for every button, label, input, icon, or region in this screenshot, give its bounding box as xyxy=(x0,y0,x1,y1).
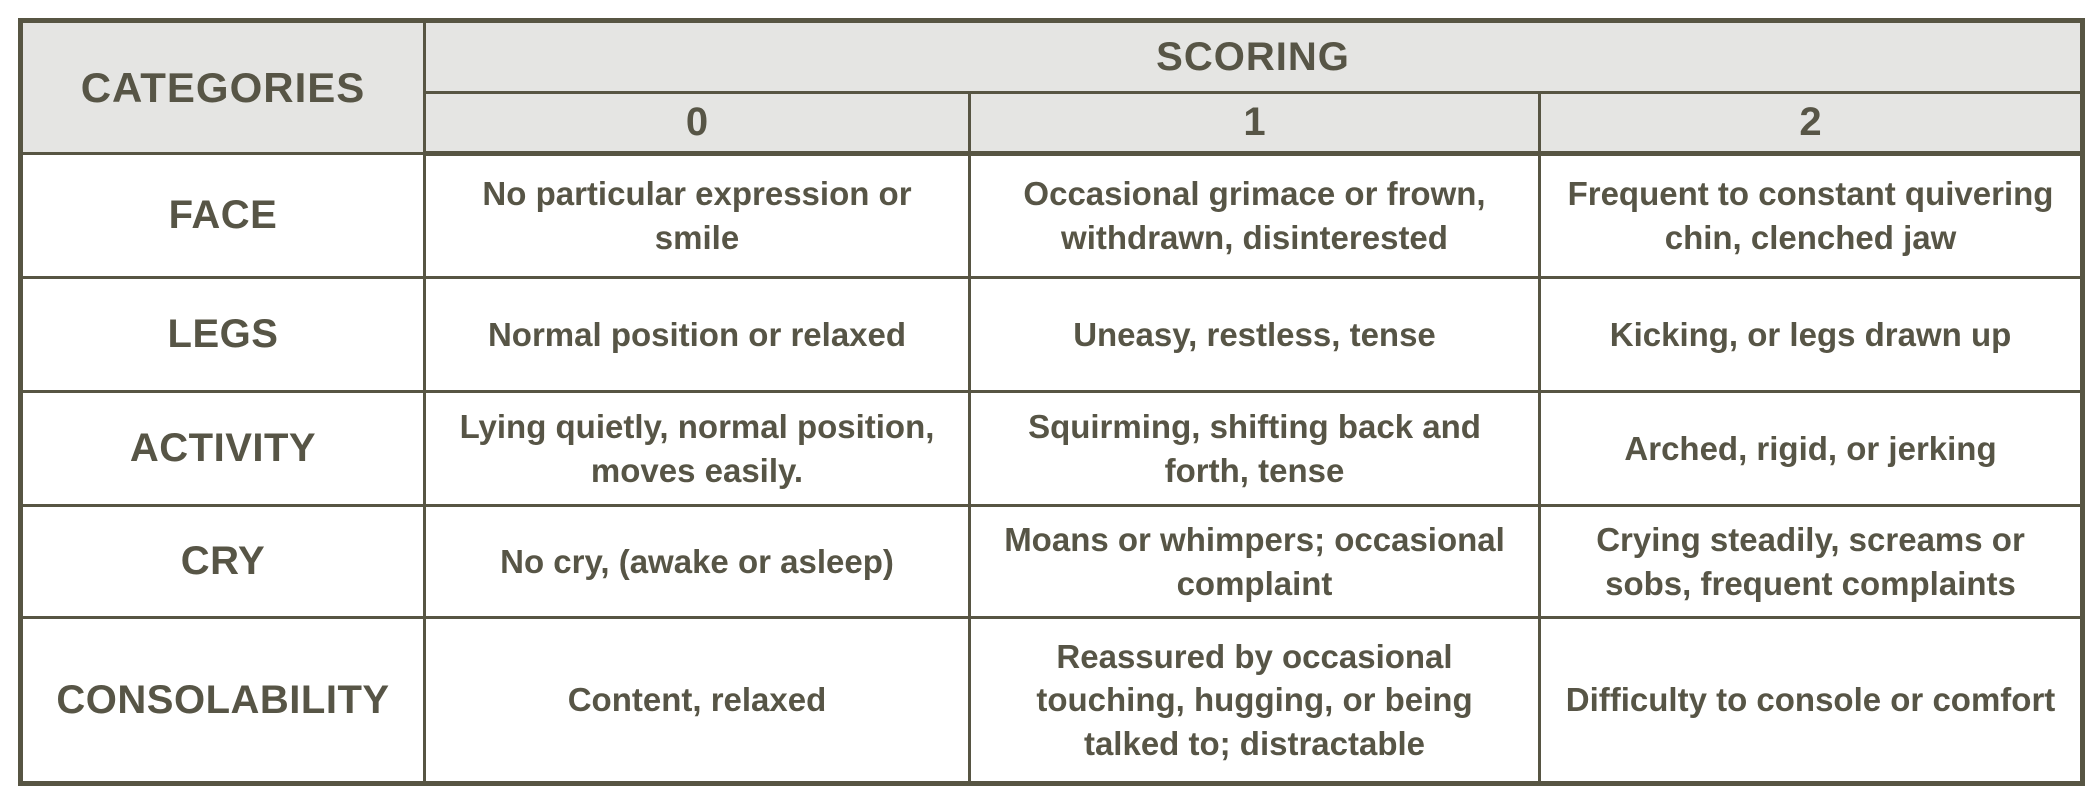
cry-score-1-cell: Moans or whimpers; occasional complaint xyxy=(968,504,1541,619)
face-score-0-cell: No particular expression or smile xyxy=(423,152,971,279)
table-row-face: FACE No particular expression or smile O… xyxy=(19,152,2085,279)
categories-header-cell: CATEGORIES xyxy=(19,19,426,155)
consolability-score-2-cell: Difficulty to console or comfort xyxy=(1537,616,2085,785)
table-row-cry: CRY No cry, (awake or asleep) Moans or w… xyxy=(19,504,2085,619)
face-score-1-cell: Occasional grimace or frown, withdrawn, … xyxy=(968,152,1541,279)
table-row-activity: ACTIVITY Lying quietly, normal position,… xyxy=(19,390,2085,507)
category-cell-consolability: CONSOLABILITY xyxy=(19,616,426,785)
category-cell-cry: CRY xyxy=(19,504,426,619)
table-row-legs: LEGS Normal position or relaxed Uneasy, … xyxy=(19,276,2085,393)
category-cell-legs: LEGS xyxy=(19,276,426,393)
activity-score-1-cell: Squirming, shifting back and forth, tens… xyxy=(968,390,1541,507)
consolability-score-0-cell: Content, relaxed xyxy=(423,616,971,785)
activity-score-0-cell: Lying quietly, normal position, moves ea… xyxy=(423,390,971,507)
score-numbers-row: 0 1 2 xyxy=(21,91,2085,156)
flacc-scale-table: CATEGORIES SCORING 0 1 2 FACE No particu… xyxy=(18,18,2086,786)
legs-score-1-cell: Uneasy, restless, tense xyxy=(968,276,1541,393)
score-column-1: 1 xyxy=(968,91,1541,156)
cry-score-0-cell: No cry, (awake or asleep) xyxy=(423,504,971,619)
scoring-header-cell: SCORING xyxy=(422,19,2085,94)
score-column-0: 0 xyxy=(423,91,971,156)
cry-score-2-cell: Crying steadily, screams or sobs, freque… xyxy=(1537,504,2085,619)
activity-score-2-cell: Arched, rigid, or jerking xyxy=(1537,390,2085,507)
table-row-consolability: CONSOLABILITY Content, relaxed Reassured… xyxy=(19,616,2085,785)
header-row: CATEGORIES SCORING xyxy=(19,19,2085,155)
face-score-2-cell: Frequent to constant quivering chin, cle… xyxy=(1537,152,2085,279)
category-cell-activity: ACTIVITY xyxy=(19,390,426,507)
legs-score-0-cell: Normal position or relaxed xyxy=(423,276,971,393)
category-cell-face: FACE xyxy=(19,152,426,279)
score-column-2: 2 xyxy=(1537,91,2085,156)
consolability-score-1-cell: Reassured by occasional touching, huggin… xyxy=(968,616,1541,785)
legs-score-2-cell: Kicking, or legs drawn up xyxy=(1537,276,2085,393)
